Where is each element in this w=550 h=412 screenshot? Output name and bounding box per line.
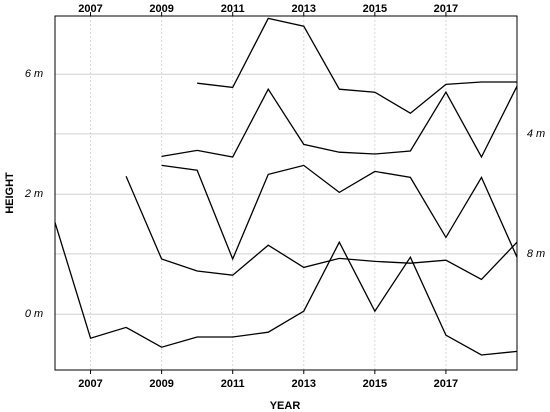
y-axis-label: HEIGHT [4,172,16,214]
x-tick-label-top: 2009 [149,3,173,15]
y-tick-label: 0 m [25,308,43,320]
x-tick-label-top: 2007 [78,3,102,15]
annotation: 6 m [25,68,43,80]
x-tick-label: 2011 [221,378,245,390]
series-line [54,222,518,356]
x-tick-label-top: 2011 [221,3,245,15]
x-tick-label-top: 2013 [292,3,316,15]
y2-tick-label: 8 m [527,248,545,260]
x-tick-label: 2013 [292,378,316,390]
x-tick-label-top: 2015 [363,3,387,15]
series-line [125,175,518,281]
y2-tick-label: 4 m [527,128,545,140]
x-tick-label-top: 2017 [434,3,458,15]
series-line [197,17,517,114]
x-axis-label: YEAR [270,400,301,412]
x-tick-label: 2007 [78,378,102,390]
x-tick-label: 2015 [363,378,387,390]
x-tick-label: 2009 [149,378,173,390]
plot-frame [54,15,518,371]
y-tick-label: 2 m [24,188,43,200]
x-tick-label: 2017 [434,378,458,390]
series-line [161,85,518,159]
series-line [161,164,518,261]
